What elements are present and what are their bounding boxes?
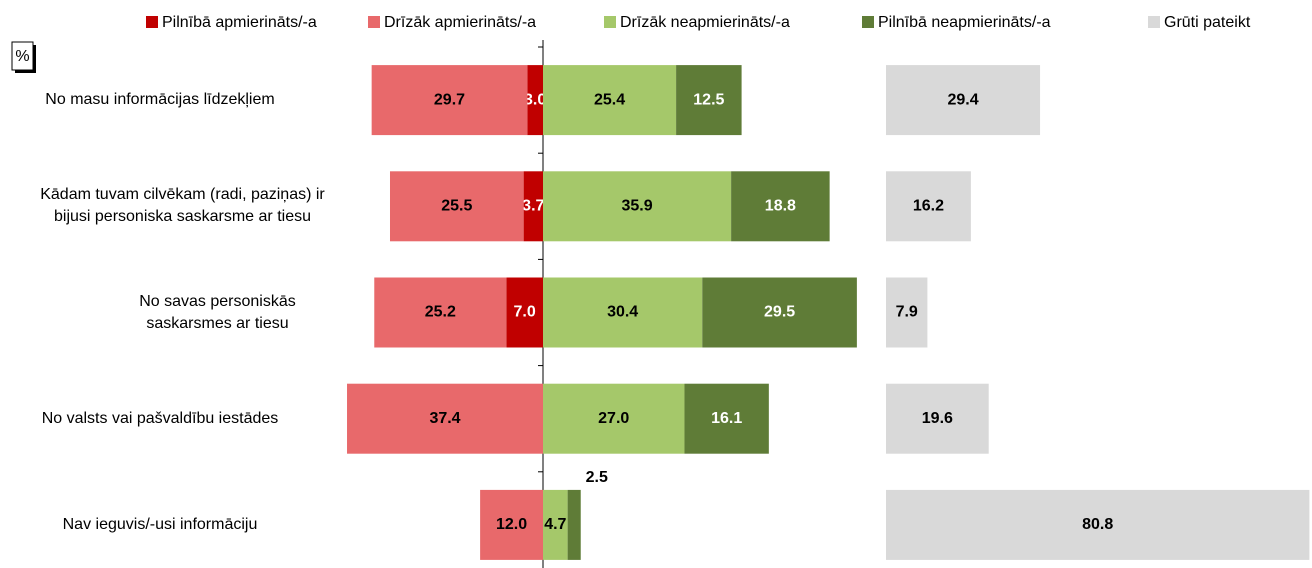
value-label: 19.6 (922, 410, 953, 427)
value-label: 12.5 (693, 91, 724, 108)
bar-segment (886, 277, 928, 348)
value-label: 35.9 (621, 198, 652, 215)
legend-swatch (604, 16, 616, 28)
bar-segment (684, 383, 769, 454)
unit-box (11, 41, 34, 71)
value-label: 27.0 (598, 410, 629, 427)
value-label: 29.7 (434, 91, 465, 108)
value-label: 4.7 (544, 516, 566, 533)
legend-label: Pilnībā neapmierināts/-a (878, 14, 1051, 31)
value-label: 7.0 (514, 304, 536, 321)
value-label: 7.9 (896, 304, 918, 321)
value-label: 29.4 (947, 91, 978, 108)
bar-segment (527, 65, 543, 136)
legend-swatch (146, 16, 158, 28)
value-label: 29.5 (764, 304, 795, 321)
value-label: 16.2 (913, 198, 944, 215)
legend-label: Drīzāk apmierināts/-a (384, 14, 536, 31)
category-label: No savas personiskās saskarsmes ar tiesu (139, 292, 296, 332)
legend-label: Pilnībā apmierināts/-a (162, 14, 317, 31)
value-label: 25.4 (594, 91, 625, 108)
bar-segment (389, 171, 524, 242)
legend-label: Grūti pateikt (1164, 14, 1251, 31)
bar-segment (731, 171, 830, 242)
bar-segment (702, 277, 857, 348)
bar-segment (567, 489, 581, 560)
value-label: 3.7 (522, 198, 544, 215)
value-label: 37.4 (429, 410, 460, 427)
bar-segment (543, 489, 568, 560)
bar-segment (506, 277, 543, 348)
value-label: 12.0 (496, 516, 527, 533)
category-label: Kādam tuvam cilvēkam (radi, paziņas) ir … (40, 186, 325, 226)
bar-segment (676, 65, 742, 136)
legend-swatch (862, 16, 874, 28)
value-label: 30.4 (607, 304, 638, 321)
bar-segment (543, 383, 685, 454)
value-label: 25.5 (441, 198, 472, 215)
value-label: 80.8 (1082, 516, 1113, 533)
value-label: 16.1 (711, 410, 742, 427)
legend-label: Drīzāk neapmierināts/-a (620, 14, 790, 31)
bar-segment (347, 383, 543, 454)
value-label: 3.0 (524, 91, 546, 108)
category-label: No masu informācijas līdzekļiem (45, 91, 275, 109)
bar-segment (886, 489, 1310, 560)
bar-segment (480, 489, 543, 560)
bar-segment (523, 171, 543, 242)
bar-segment (886, 65, 1041, 136)
category-label: No valsts vai pašvaldību iestādes (41, 409, 279, 427)
value-label: 2.5 (586, 469, 608, 486)
legend-swatch (368, 16, 380, 28)
bar-segment (543, 65, 677, 136)
bar-segment (371, 65, 528, 136)
unit-label: % (15, 48, 29, 65)
value-label: 25.2 (425, 304, 456, 321)
category-label: Nav ieguvis/-usi informāciju (62, 515, 258, 533)
legend-swatch (1148, 16, 1160, 28)
bar-segment (886, 171, 971, 242)
value-label: 18.8 (765, 198, 796, 215)
bar-segment (886, 383, 989, 454)
bar-segment (374, 277, 507, 348)
bar-segment (543, 277, 703, 348)
bar-segment (543, 171, 732, 242)
